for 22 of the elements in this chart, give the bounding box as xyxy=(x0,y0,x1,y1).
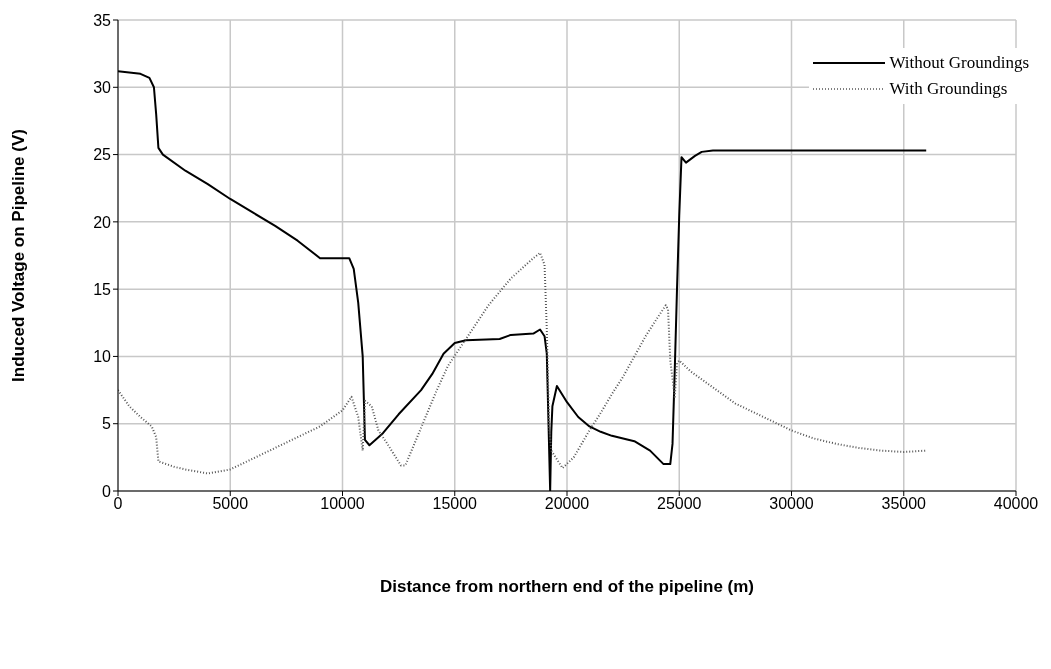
y-tick-label: 20 xyxy=(93,213,112,231)
y-tick-label: 5 xyxy=(102,415,112,433)
y-axis-title: Induced Voltage on Pipeline (V) xyxy=(9,129,29,382)
line-series xyxy=(118,251,928,475)
y-tick-label: 15 xyxy=(93,280,112,298)
x-tick-label: 25000 xyxy=(657,495,702,513)
x-tick-label: 0 xyxy=(113,495,123,513)
legend-label: Without Groundings xyxy=(889,53,1029,73)
x-tick-label: 40000 xyxy=(993,495,1039,513)
x-tick-label: 10000 xyxy=(320,495,365,513)
x-tick-label: 5000 xyxy=(212,495,249,513)
legend-label: With Groundings xyxy=(889,79,1008,99)
x-tick-label: 30000 xyxy=(769,495,814,513)
y-tick-label: 25 xyxy=(93,146,112,164)
y-tick-label: 35 xyxy=(93,11,112,29)
x-tick-label: 15000 xyxy=(432,495,478,513)
x-tick-label: 35000 xyxy=(881,495,927,513)
x-tick-label: 20000 xyxy=(544,495,590,513)
y-tick-label: 10 xyxy=(93,348,112,366)
x-axis-title: Distance from northern end of the pipeline (m) xyxy=(379,577,755,596)
y-tick-label: 0 xyxy=(102,482,112,500)
y-tick-label: 30 xyxy=(93,78,112,96)
